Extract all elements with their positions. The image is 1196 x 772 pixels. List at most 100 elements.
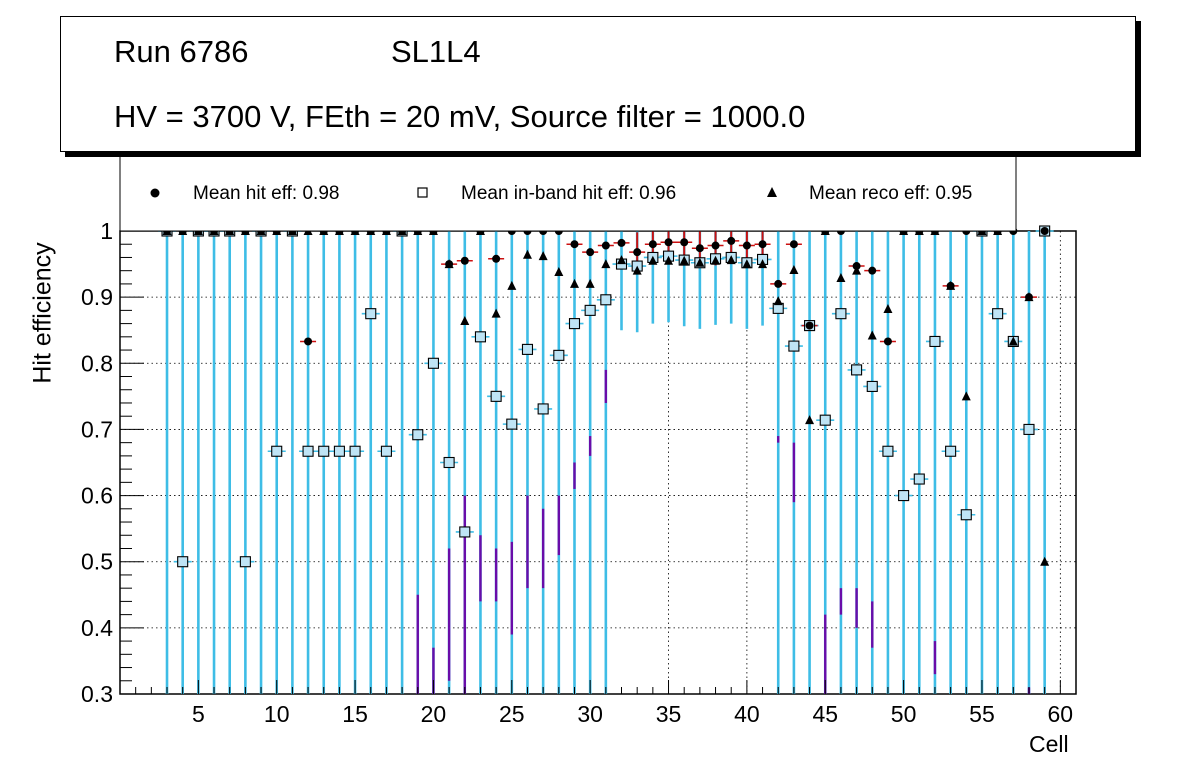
inband-square-marker (365, 308, 377, 320)
hit-circle-marker (304, 337, 313, 346)
hit-circle-marker (695, 244, 704, 253)
y-tick-label: 0.9 (81, 284, 113, 310)
legend-triangle-marker (767, 187, 777, 197)
reco-triangle-marker (726, 255, 736, 265)
legend-box (119, 154, 1017, 232)
inband-square-marker (568, 318, 581, 330)
hit-circle-marker (492, 254, 501, 263)
reco-triangle-marker (836, 272, 846, 282)
x-tick-label: 15 (342, 701, 368, 727)
hit-circle-marker (617, 238, 626, 247)
legend-square-marker (417, 187, 428, 198)
legend-circle-marker (150, 188, 160, 198)
reco-triangle-marker (522, 249, 532, 259)
inband-square-marker (459, 526, 471, 538)
hit-circle-marker (633, 248, 642, 257)
inband-square-marker (553, 349, 565, 361)
hit-circle-marker (852, 262, 861, 271)
inband-square-marker (835, 308, 847, 320)
hit-circle-marker (727, 236, 736, 245)
inband-square-marker (349, 445, 361, 457)
reco-triangle-marker (554, 267, 564, 277)
reco-triangle-marker (883, 304, 893, 314)
hit-circle-marker (946, 281, 955, 290)
reco-triangle-marker (867, 330, 877, 340)
x-tick-label: 35 (656, 701, 682, 727)
hit-circle-marker (1024, 293, 1033, 302)
reco-triangle-marker (773, 296, 783, 306)
reco-triangle-marker (789, 265, 799, 275)
reco-triangle-marker (601, 259, 611, 269)
inband-square-marker (1023, 423, 1035, 435)
hit-circle-marker (711, 241, 720, 250)
hit-circle-marker (774, 279, 783, 288)
x-axis-label: Cell (1029, 731, 1069, 757)
inband-square-marker (960, 509, 972, 521)
run-label: Run 6786 (114, 34, 249, 69)
x-tick-label: 50 (891, 701, 917, 727)
inband-square-marker (788, 340, 800, 352)
inband-square-marker (521, 343, 534, 355)
reco-triangle-marker (491, 308, 501, 318)
reco-triangle-marker (664, 255, 674, 265)
hit-circle-marker (601, 241, 610, 250)
inband-square-marker (819, 414, 831, 426)
x-tick-label: 25 (499, 701, 525, 727)
y-axis-label: Hit efficiency (28, 242, 57, 384)
y-tick-label: 0.5 (81, 549, 113, 575)
inband-square-marker (866, 380, 878, 392)
hit-circle-marker (758, 240, 767, 249)
hit-circle-marker (868, 266, 877, 275)
inband-square-marker (333, 445, 345, 457)
layer-label: SL1L4 (391, 34, 481, 69)
inband-square-marker (239, 556, 251, 568)
hit-circle-marker (805, 321, 814, 330)
settings-label: HV = 3700 V, FEth = 20 mV, Source filter… (114, 99, 806, 134)
inband-square-marker (882, 445, 894, 457)
reco-triangle-marker (1040, 556, 1050, 566)
inband-square-marker (443, 456, 455, 469)
inband-square-marker (318, 445, 330, 457)
reco-triangle-marker (961, 391, 971, 401)
reco-triangle-marker (460, 315, 470, 325)
inband-square-marker (490, 390, 502, 402)
inband-square-marker (945, 445, 957, 457)
y-tick-label: 0.8 (81, 350, 113, 376)
hit-circle-marker (445, 260, 454, 269)
x-tick-label: 20 (421, 701, 447, 727)
inband-square-marker (177, 556, 189, 568)
inband-square-marker (913, 473, 925, 485)
inband-square-marker (929, 335, 941, 348)
y-tick-label: 1 (100, 218, 113, 244)
plot-frame (119, 230, 1077, 695)
hit-circle-marker (570, 240, 579, 249)
reco-triangle-marker (742, 259, 752, 269)
inband-square-marker (302, 445, 314, 457)
x-tick-label: 10 (264, 701, 290, 727)
hit-circle-marker (460, 256, 469, 265)
inband-square-marker (851, 364, 863, 376)
inband-square-marker (537, 403, 549, 415)
axes: 5 10 15 20 25 30 35 40 45 50 55 60 0.3 0.4 0.5 0.6 0.7 0.… (81, 218, 1073, 727)
reco-triangle-marker (617, 255, 627, 265)
y-tick-label: 0.3 (81, 681, 113, 707)
hit-circle-marker (664, 238, 673, 247)
hit-circle-marker (648, 240, 657, 249)
hit-circle-marker (1040, 227, 1049, 235)
inband-square-marker (474, 331, 487, 343)
inband-square-marker (600, 294, 612, 306)
hit-circle-marker (680, 238, 689, 247)
legend-inband-label: Mean in-band hit eff: 0.96 (461, 183, 677, 204)
hit-circle-marker (742, 241, 751, 250)
reco-triangle-marker (695, 257, 705, 267)
legend-reco-label: Mean reco eff: 0.95 (809, 183, 973, 204)
reco-triangle-marker (1008, 336, 1018, 346)
reco-triangle-marker (679, 255, 689, 265)
title-line-1: Run 6786 SL1L4 (114, 34, 481, 70)
x-tick-label: 55 (969, 701, 995, 727)
reco-triangle-marker (852, 265, 862, 275)
reco-triangle-marker (538, 251, 548, 261)
inband-square-marker (412, 429, 424, 441)
y-tick-label: 0.4 (81, 615, 113, 641)
